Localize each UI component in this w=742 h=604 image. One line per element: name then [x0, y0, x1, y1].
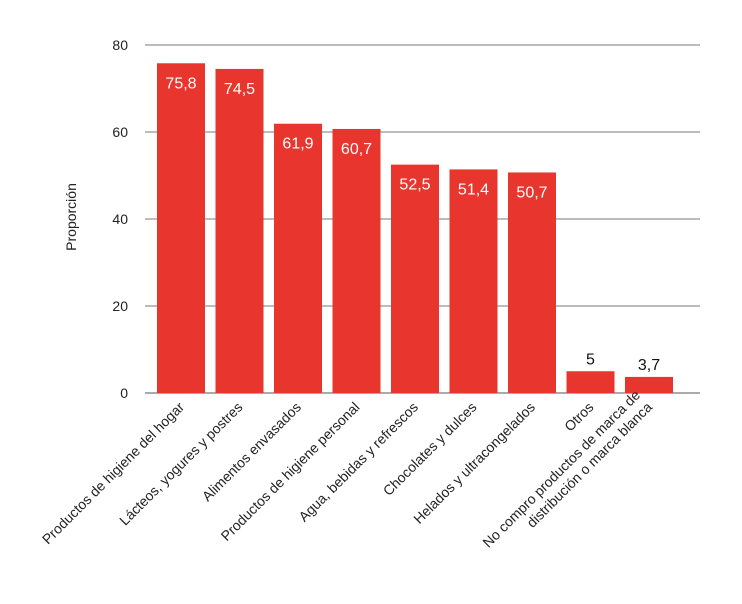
data-label: 3,7	[638, 357, 660, 374]
bar	[157, 63, 205, 394]
bar	[332, 128, 381, 393]
x-category-label-line: No compro productos de marca de	[479, 387, 643, 551]
data-labels: 75,8 74,5 61,9 60,7 52,5 51,4 50,7 5 3,7	[165, 75, 660, 374]
bar	[566, 371, 615, 393]
x-category-label-line: Agua, bebidas y refrescos	[295, 399, 421, 525]
bar	[449, 169, 498, 393]
bar	[508, 172, 556, 393]
x-category-label: Agua, bebidas y refrescos	[295, 399, 421, 525]
bar	[215, 68, 264, 394]
y-tick-label: 0	[120, 385, 128, 401]
x-category-label: Lácteos, yogures y postres	[116, 399, 246, 529]
y-tick-label: 20	[112, 298, 128, 314]
x-category-label-line: Alimentos envasados	[199, 399, 304, 504]
data-label: 51,4	[458, 181, 489, 198]
data-label: 75,8	[165, 75, 196, 92]
bar	[274, 123, 322, 394]
data-label: 5	[586, 351, 595, 368]
data-label: 50,7	[516, 184, 547, 201]
x-category-label: Alimentos envasados	[199, 399, 304, 504]
data-label: 74,5	[224, 81, 255, 98]
y-tick-label: 80	[112, 37, 128, 53]
y-tick-label: 60	[112, 124, 128, 140]
bars	[157, 63, 673, 394]
bar	[625, 376, 673, 393]
y-axis-ticks: 0 20 40 60 80	[112, 37, 128, 401]
data-label: 60,7	[341, 141, 372, 158]
y-axis-title: Proporción	[63, 183, 79, 251]
y-tick-label: 40	[112, 211, 128, 227]
x-category-label-line: Lácteos, yogures y postres	[116, 399, 246, 529]
data-label: 61,9	[282, 136, 313, 153]
bar	[391, 164, 439, 393]
x-category-label-line: distribución o marca blanca	[523, 399, 655, 531]
data-label: 52,5	[399, 177, 430, 194]
x-category-label: No compro productos de marca dedistribuc…	[479, 387, 655, 551]
